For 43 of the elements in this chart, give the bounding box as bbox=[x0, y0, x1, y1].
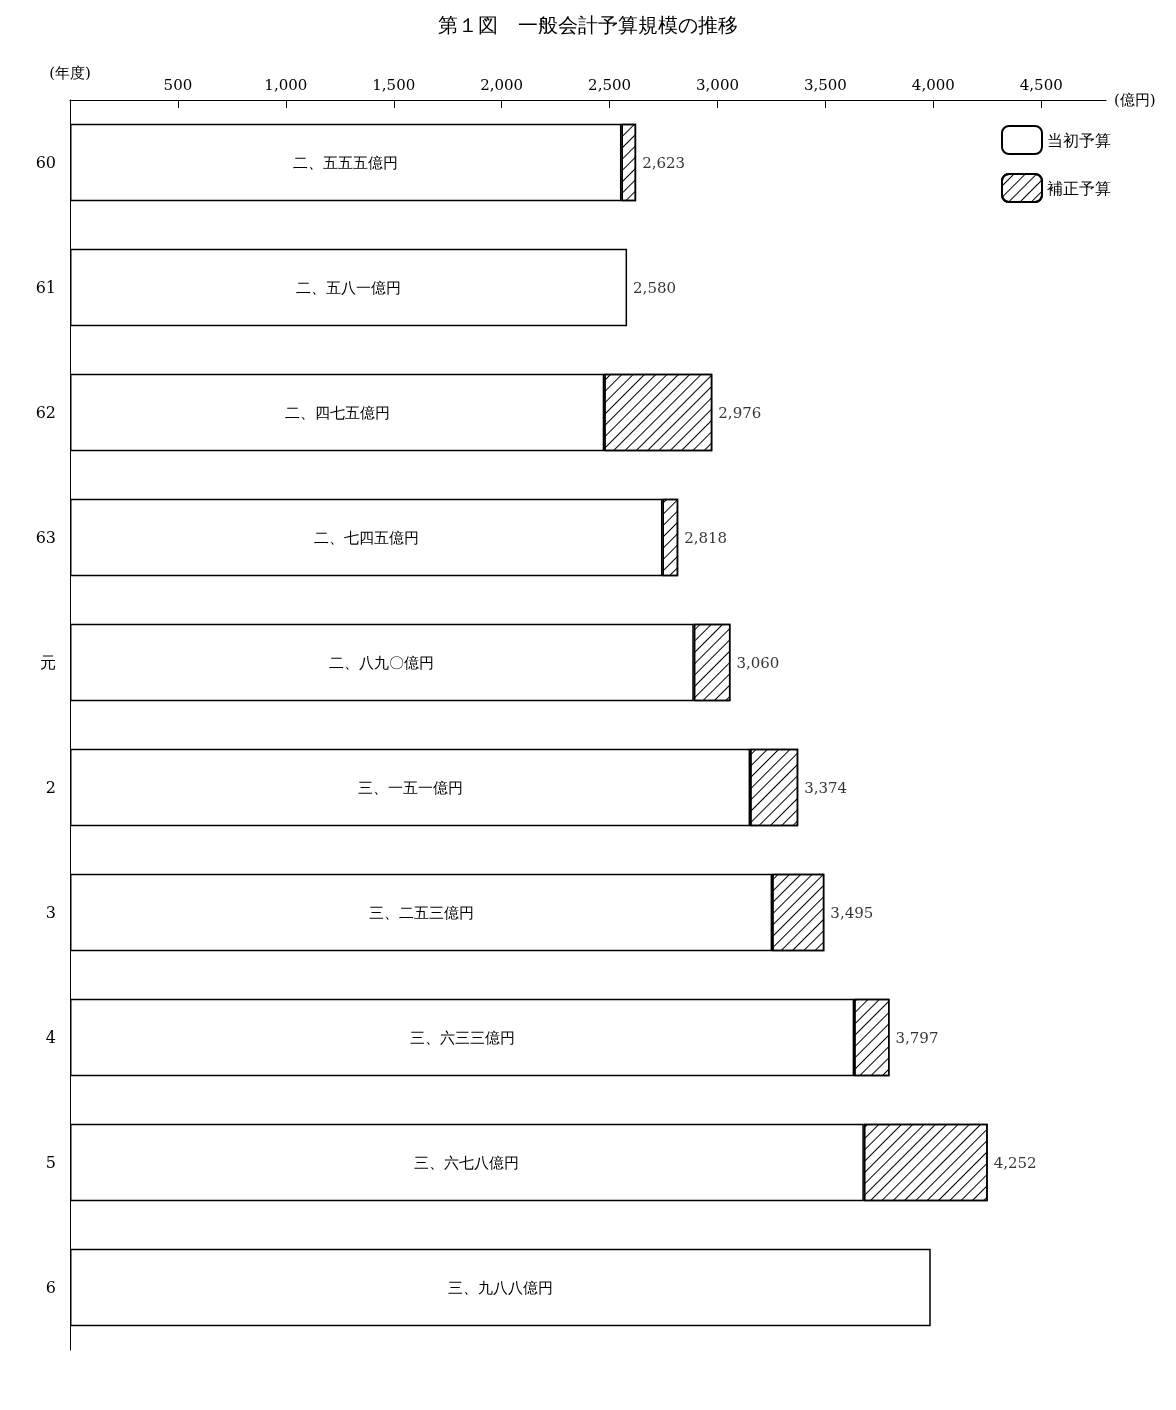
y-axis-title: (年度) bbox=[49, 63, 91, 82]
data-label: 二、八九〇億円 bbox=[329, 653, 435, 672]
legend-label: 補正予算 bbox=[1047, 178, 1111, 198]
total-label: 3,374 bbox=[804, 778, 848, 797]
y-tick-label: 61 bbox=[35, 278, 56, 297]
y-tick-label: 2 bbox=[45, 778, 56, 797]
x-tick-label: 500 bbox=[163, 75, 193, 94]
y-tick-label: 6 bbox=[45, 1278, 56, 1297]
y-tick-label: 62 bbox=[35, 403, 56, 422]
data-label: 三、六七八億円 bbox=[414, 1153, 520, 1172]
x-tick-label: 1,500 bbox=[372, 75, 416, 94]
data-label: 二、四七五億円 bbox=[284, 403, 390, 422]
x-tick-label: 3,000 bbox=[696, 75, 739, 94]
data-label: 三、二五三億円 bbox=[368, 903, 474, 922]
total-label: 4,252 bbox=[993, 1153, 1037, 1172]
chart-title: 第１図 一般会計予算規模の推移 bbox=[438, 13, 738, 37]
data-label: 三、六三三億円 bbox=[409, 1028, 515, 1047]
data-label: 三、九八八億円 bbox=[447, 1278, 553, 1297]
x-tick-label: 4,000 bbox=[911, 75, 955, 94]
y-tick-label: 5 bbox=[45, 1153, 56, 1172]
total-label: 2,623 bbox=[642, 153, 686, 172]
y-tick-label: 63 bbox=[35, 528, 56, 547]
total-label: 3,797 bbox=[895, 1028, 939, 1047]
legend-label: 当初予算 bbox=[1047, 130, 1111, 150]
x-tick-label: 2,500 bbox=[588, 75, 632, 94]
y-tick-label: 60 bbox=[35, 153, 56, 172]
data-label: 二、五五五億円 bbox=[293, 153, 399, 172]
total-label: 3,060 bbox=[736, 653, 780, 672]
total-label: 2,976 bbox=[718, 403, 762, 422]
y-tick-label: 4 bbox=[45, 1028, 56, 1047]
total-label: 2,580 bbox=[633, 278, 677, 297]
x-axis-title: (億円) bbox=[1114, 91, 1156, 109]
total-label: 2,818 bbox=[684, 528, 728, 547]
x-tick-label: 4,500 bbox=[1019, 75, 1063, 94]
data-label: 三、一五一億円 bbox=[357, 778, 463, 797]
x-tick-label: 3,500 bbox=[803, 75, 847, 94]
x-tick-label: 2,000 bbox=[480, 75, 524, 94]
data-label: 二、五八一億円 bbox=[296, 278, 402, 297]
y-tick-label: 3 bbox=[45, 903, 56, 922]
y-tick-label: 元 bbox=[40, 653, 56, 672]
x-tick-label: 1,000 bbox=[264, 75, 308, 94]
data-label: 二、七四五億円 bbox=[313, 528, 419, 547]
total-label: 3,495 bbox=[830, 903, 874, 922]
